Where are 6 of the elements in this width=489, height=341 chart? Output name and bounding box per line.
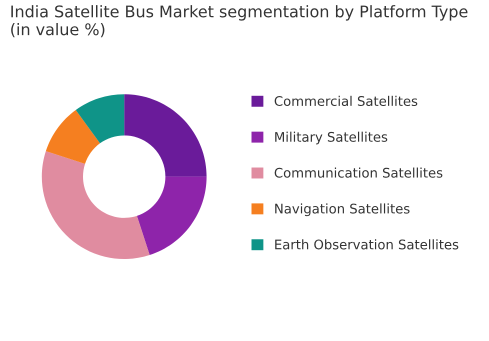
- chart-title: India Satellite Bus Market segmentation by Platform Type (in value %): [11, 5, 468, 38]
- legend-label: Earth Observation Satellites: [275, 239, 458, 250]
- legend-label: Navigation Satellites: [275, 203, 410, 216]
- legend-label: Military Satellites: [275, 132, 388, 144]
- legend-label: Commercial Satellites: [274, 96, 418, 106]
- legend-label: Communication Satellites: [274, 168, 442, 178]
